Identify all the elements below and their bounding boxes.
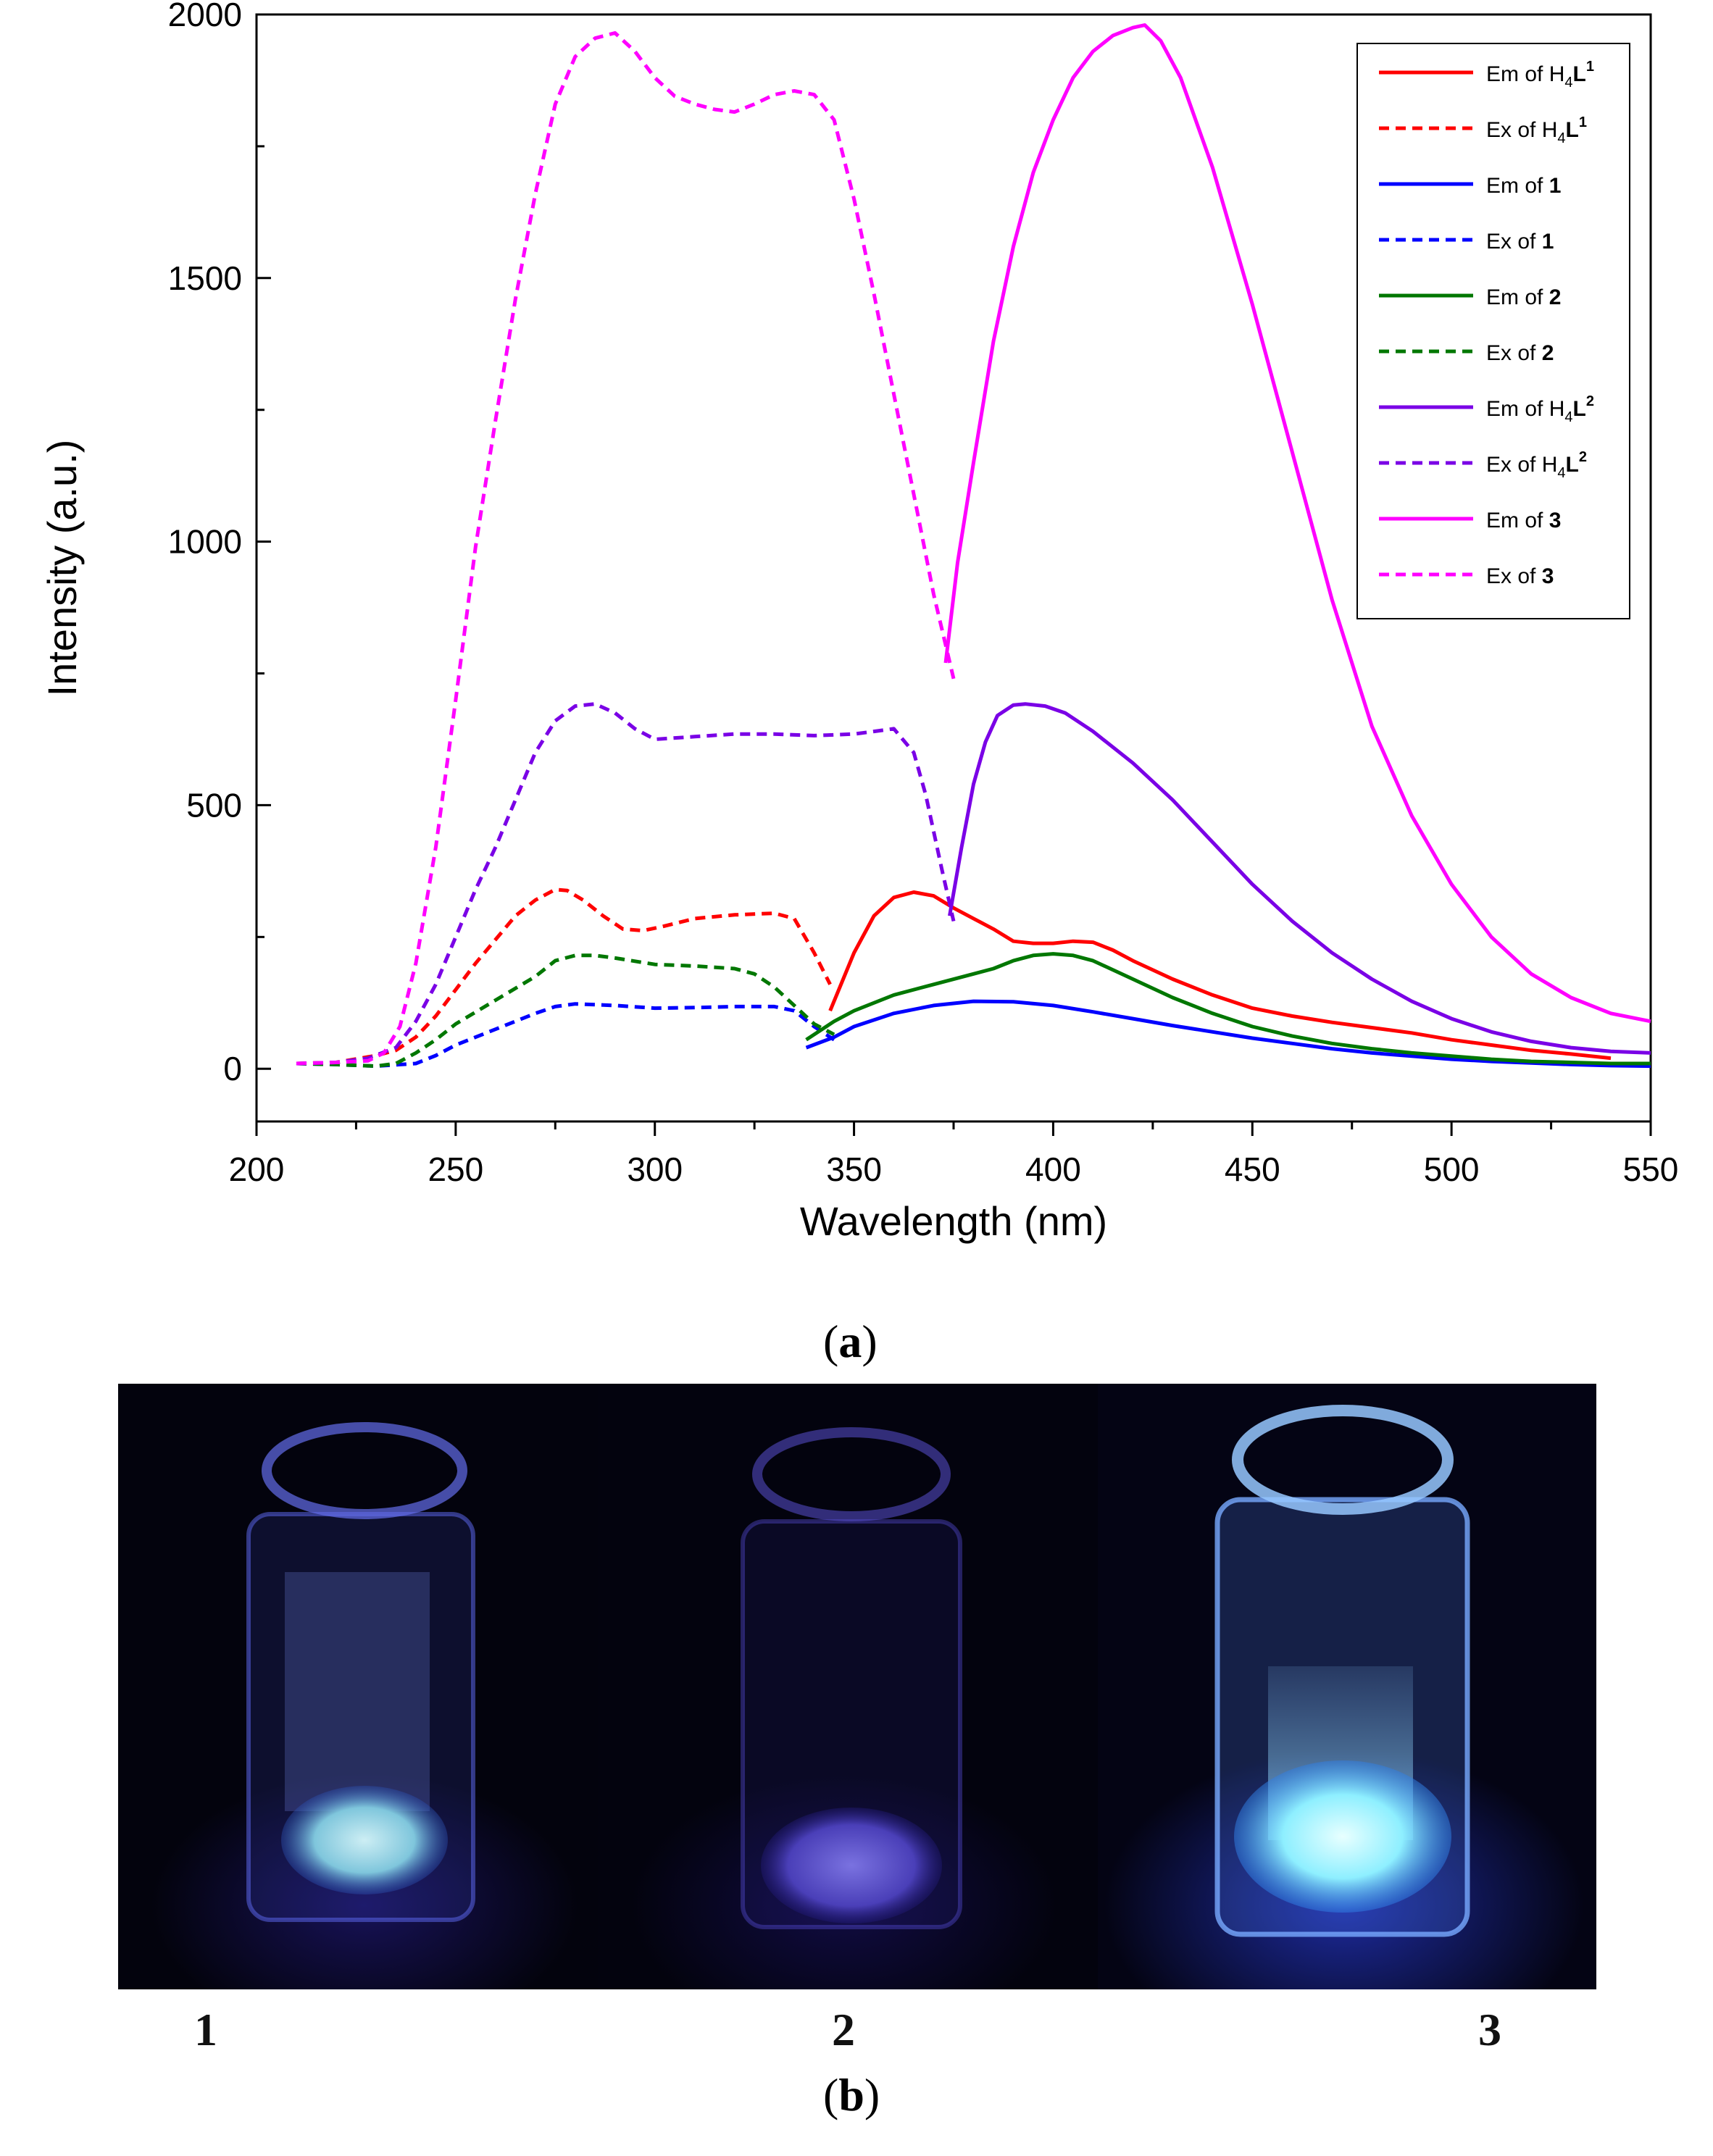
- series-line-8: [943, 23, 1651, 1024]
- caption-letter-b: b: [838, 2069, 864, 2121]
- legend-text-bold: L: [1566, 453, 1579, 477]
- series-layer: [296, 23, 1651, 1069]
- panel-a-caption: (a): [823, 1315, 878, 1369]
- caption-open-paren: (: [823, 2069, 839, 2121]
- vial-pane-1: [118, 1384, 598, 1989]
- legend-text-bold: L: [1572, 397, 1585, 421]
- caption-letter-a: a: [838, 1316, 862, 1367]
- y-axis-label: Intensity (a.u.): [39, 440, 85, 697]
- legend-text-pre: Ex of: [1486, 564, 1542, 588]
- caption-open-paren: (: [823, 1316, 839, 1367]
- vial-label-2: 2: [832, 2004, 855, 2055]
- line-chart: 200 250 300 350 400 450 500 550 0 500 1000 1500 2000…: [39, 0, 1679, 1244]
- vial-1-powder: [281, 1786, 448, 1894]
- legend-text-sup: 1: [1586, 59, 1594, 75]
- vial-photograph: [118, 1384, 1596, 1989]
- legend-entry-6: Em of H4L2: [1486, 393, 1594, 425]
- axis-ticks: 200 250 300 350 400 450 500 550 0 500 1000 1500 2000: [168, 0, 1679, 1188]
- vial-3-neck: [1232, 1405, 1454, 1515]
- legend-text-sup: 2: [1579, 449, 1587, 465]
- vial-1-glass-highlight: [285, 1572, 430, 1811]
- legend-text-pre: Ex of: [1486, 341, 1542, 365]
- x-tick-label: 550: [1623, 1150, 1679, 1188]
- legend-entry-4: Em of 2: [1486, 285, 1561, 309]
- legend-entry-0: Em of H4L1: [1486, 59, 1594, 91]
- caption-close-paren: ): [864, 2069, 880, 2121]
- panel-b-caption: (b): [823, 2068, 880, 2122]
- legend-text-bold: 3: [1542, 564, 1554, 588]
- series-line-7: [296, 702, 956, 1066]
- x-tick-label: 350: [826, 1150, 882, 1188]
- legend-text-pre: Em of: [1486, 509, 1549, 532]
- series-line-0: [828, 890, 1612, 1061]
- legend-text-sup: 1: [1579, 114, 1587, 130]
- legend-text-bold: 1: [1549, 174, 1562, 198]
- legend-text-sup: 2: [1586, 393, 1594, 409]
- y-tick-label: 0: [223, 1050, 242, 1087]
- x-tick-label: 400: [1025, 1150, 1081, 1188]
- vial-label-3: 3: [1478, 2004, 1501, 2055]
- legend-text-pre: Ex of H: [1486, 118, 1557, 142]
- vial-pane-3: [1098, 1384, 1596, 1989]
- legend-text-pre: Em of H: [1486, 62, 1564, 86]
- vial-2-image: [741, 1427, 962, 1929]
- legend-entry-1: Ex of H4L1: [1486, 114, 1587, 146]
- vial-pane-2: [598, 1384, 1098, 1989]
- legend-entry-7: Ex of H4L2: [1486, 449, 1587, 481]
- x-axis-label: Wavelength (nm): [800, 1198, 1107, 1244]
- legend-text-bold: 2: [1542, 341, 1554, 365]
- legend-text-sub: 4: [1564, 75, 1572, 91]
- caption-close-paren: ): [862, 1316, 878, 1367]
- legend-entry-3: Ex of 1: [1486, 230, 1554, 254]
- x-tick-label: 450: [1225, 1150, 1280, 1188]
- x-tick-label: 500: [1424, 1150, 1480, 1188]
- vial-label-1: 1: [194, 2004, 217, 2055]
- legend-text-pre: Ex of H: [1486, 453, 1557, 477]
- legend-box: [1356, 43, 1630, 619]
- series-line-3: [296, 1002, 835, 1069]
- vial-3-image: [1214, 1405, 1470, 1937]
- vial-1-image: [246, 1422, 475, 1922]
- legend-text-pre: Em of: [1486, 285, 1549, 309]
- series-line-6: [948, 702, 1651, 1055]
- series-line-2: [805, 999, 1651, 1069]
- vial-1-neck: [262, 1422, 467, 1519]
- legend-entry-5: Ex of 2: [1486, 341, 1554, 365]
- legend-text-bold: L: [1566, 118, 1579, 142]
- series-line-5: [296, 953, 835, 1069]
- legend-text-bold: L: [1572, 62, 1585, 86]
- legend-text-pre: Em of: [1486, 174, 1549, 198]
- x-tick-label: 250: [428, 1150, 483, 1188]
- x-tick-label: 200: [229, 1150, 285, 1188]
- y-tick-label: 1000: [168, 523, 242, 561]
- legend-text-bold: 1: [1542, 230, 1554, 254]
- legend-text-sub: 4: [1557, 465, 1565, 481]
- vial-3-powder: [1234, 1760, 1451, 1913]
- vial-2-powder: [761, 1808, 942, 1923]
- legend-entry-2: Em of 1: [1486, 174, 1561, 198]
- legend-text-pre: Em of H: [1486, 397, 1564, 421]
- y-tick-label: 1500: [168, 259, 242, 297]
- series-line-1: [296, 887, 832, 1066]
- legend-entry-9: Ex of 3: [1486, 564, 1554, 588]
- series-line-9: [296, 31, 956, 1066]
- x-tick-label: 300: [627, 1150, 683, 1188]
- legend-text-sub: 4: [1557, 130, 1565, 146]
- legend-text-bold: 3: [1549, 509, 1562, 532]
- legend-text-pre: Ex of: [1486, 230, 1542, 254]
- legend-entry-8: Em of 3: [1486, 509, 1561, 532]
- series-line-4: [805, 952, 1651, 1066]
- vial-2-neck: [752, 1427, 951, 1521]
- y-tick-label: 2000: [168, 0, 242, 33]
- y-tick-label: 500: [186, 786, 242, 824]
- legend-text-sub: 4: [1564, 409, 1572, 425]
- legend-text-bold: 2: [1549, 285, 1562, 309]
